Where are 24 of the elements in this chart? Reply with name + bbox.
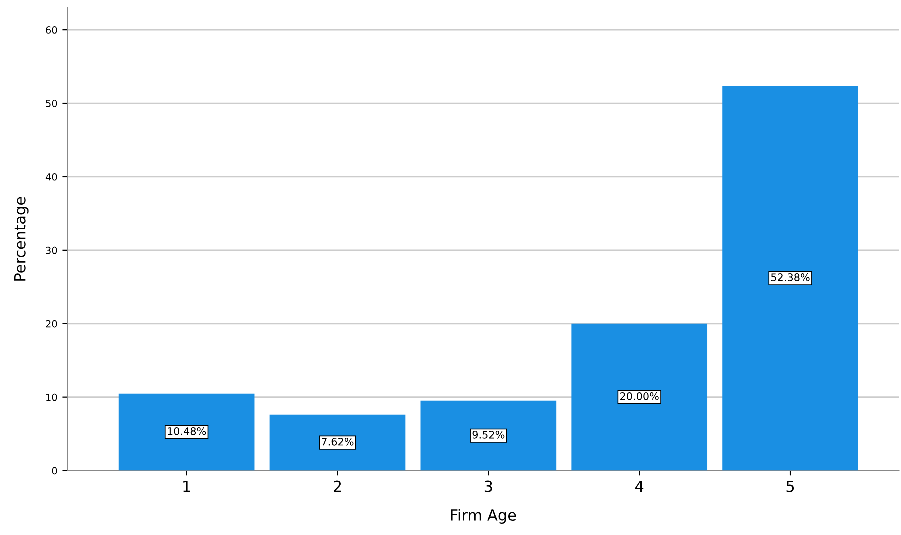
data-label: 52.38%: [771, 274, 810, 282]
y-tick-label: 30: [46, 246, 58, 254]
x-tick-label: 1: [184, 480, 190, 492]
y-axis-title: Percentage: [14, 197, 29, 281]
y-tick-label: 0: [52, 467, 58, 475]
data-label: 7.62%: [322, 438, 354, 446]
bar: [722, 86, 858, 471]
y-tick-label: 10: [46, 394, 58, 402]
x-tick-label: 5: [786, 480, 794, 492]
y-tick-label: 50: [46, 100, 58, 108]
y-tick-label: 20: [46, 320, 58, 328]
x-tick-label: 3: [484, 480, 492, 492]
x-axis-title: Firm Age: [451, 509, 516, 524]
x-tick-label: 2: [334, 480, 342, 492]
y-tick-label: 40: [46, 173, 58, 181]
y-tick-label: 60: [46, 26, 58, 34]
bar: [118, 394, 255, 471]
bar: [572, 324, 708, 471]
bar: [270, 414, 406, 471]
x-tick-label: 4: [635, 480, 644, 492]
bar: [420, 400, 557, 471]
data-label: 9.52%: [472, 430, 505, 439]
data-label: 20.00%: [620, 392, 659, 400]
data-label: 10.48%: [168, 427, 206, 436]
